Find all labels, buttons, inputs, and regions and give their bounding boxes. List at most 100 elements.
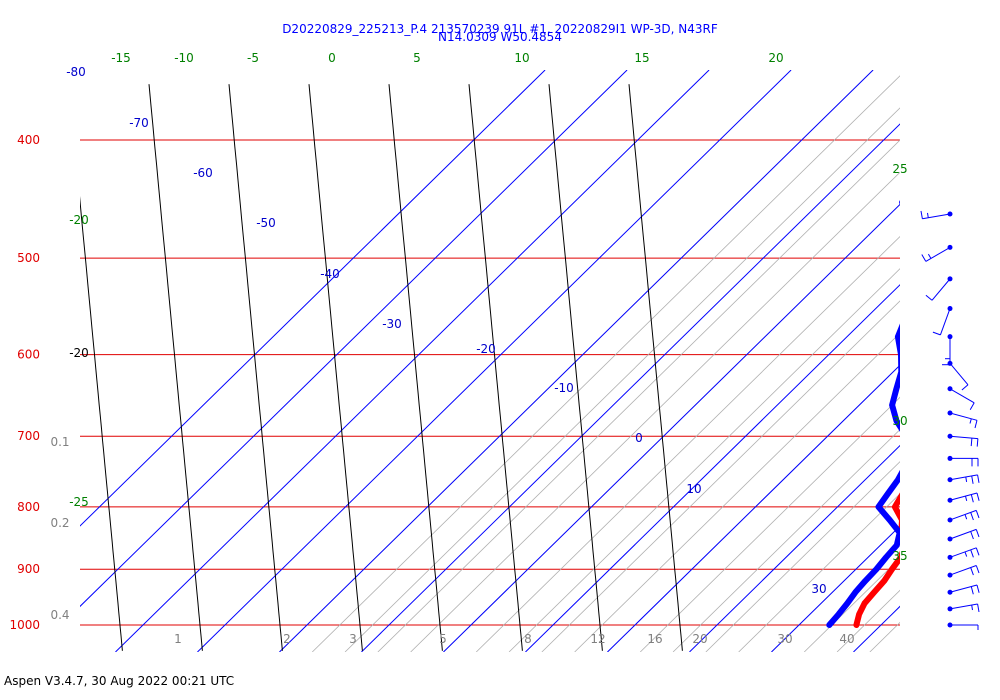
isotherm-line xyxy=(771,525,900,652)
temperature-profile-point xyxy=(926,449,930,453)
reference-diagonal xyxy=(869,621,900,652)
temperature-profile-point xyxy=(872,590,877,595)
isotherm-line xyxy=(361,123,900,652)
dewpoint-profile-point xyxy=(911,217,916,222)
bottom-mixing-label: 2 xyxy=(283,632,291,646)
wind-barb-feather xyxy=(970,586,974,595)
dewpoint-profile-point xyxy=(894,418,899,424)
isotherm-label: -50 xyxy=(256,216,276,230)
reference-diagonal xyxy=(607,364,900,652)
pressure-tick-label: 800 xyxy=(17,500,40,514)
isotherm-label: 0 xyxy=(635,431,643,445)
dewpoint-profile-point xyxy=(862,578,868,584)
bottom-mixing-label: 30 xyxy=(777,632,792,646)
dry-adiabat-line xyxy=(308,84,363,651)
bottom-mixing-label: 40 xyxy=(839,632,854,646)
wind-barb-feather xyxy=(977,603,980,612)
wind-barb-staff xyxy=(949,363,969,386)
right-green-label: 25 xyxy=(892,162,907,176)
wind-barb-feather xyxy=(975,547,980,556)
bottom-mixing-label: 8 xyxy=(524,632,532,646)
wind-barb-feather xyxy=(970,512,974,521)
dewpoint-profile-point xyxy=(844,600,850,606)
wind-barb-half-feather xyxy=(927,212,929,218)
isotherm-line xyxy=(935,70,1000,652)
reference-diagonal xyxy=(311,75,900,652)
dry-adiabat-line xyxy=(548,84,603,651)
wind-barb-feather xyxy=(975,529,980,538)
temperature-profile-point xyxy=(901,491,905,495)
wind-barb-feather xyxy=(970,549,974,558)
dry-adiabat-line xyxy=(228,84,283,651)
top-green-label: 15 xyxy=(634,51,649,65)
dewpoint-profile-point xyxy=(889,402,895,408)
wind-barb-staff xyxy=(922,213,951,220)
dewpoint-profile-point xyxy=(873,566,879,572)
wind-barb-staff xyxy=(949,435,978,440)
isotherm-line xyxy=(689,444,900,652)
isotherm-line xyxy=(115,70,710,652)
wind-barb-staff xyxy=(949,603,978,610)
reference-diagonal xyxy=(541,300,900,652)
wind-barb-feather xyxy=(970,531,974,540)
dewpoint-profile-point xyxy=(904,434,909,439)
reference-diagonal xyxy=(836,589,900,652)
dewpoint-profile-point xyxy=(920,229,925,234)
reference-diagonal xyxy=(738,493,900,652)
top-green-label: 0 xyxy=(328,51,336,65)
left-green-label: -20 xyxy=(69,213,89,227)
wind-barb-half-feather xyxy=(965,495,968,502)
wind-barb-feather xyxy=(970,567,974,576)
wind-barb-feather xyxy=(975,510,980,519)
right-green-label: 35 xyxy=(892,549,907,563)
wind-barb-staff xyxy=(949,474,978,481)
dewpoint-profile-point xyxy=(895,477,900,483)
wind-barb-feather xyxy=(976,492,980,501)
reference-diagonal xyxy=(574,332,900,652)
isotherm-label: -10 xyxy=(554,381,574,395)
isotherm-line xyxy=(525,284,900,652)
isotherm-label: 30 xyxy=(811,582,826,596)
wind-barb-feather xyxy=(971,475,974,484)
pressure-tick-label: 500 xyxy=(17,251,40,265)
bottom-mixing-label: 3 xyxy=(349,632,357,646)
mixing-ratio-label: 0.1 xyxy=(50,435,69,449)
plot-area xyxy=(80,70,1000,652)
temperature-profile-point xyxy=(898,555,900,560)
left-temperature-label: -20 xyxy=(69,346,89,360)
isotherm-label: -60 xyxy=(193,166,213,180)
dewpoint-profile-point xyxy=(921,240,926,245)
reference-diagonal xyxy=(443,203,900,652)
dewpoint-profile-point xyxy=(903,316,908,321)
isotherm-line xyxy=(197,70,792,652)
reference-diagonal xyxy=(672,428,900,652)
wind-barb-feather xyxy=(925,294,933,301)
reference-diagonal xyxy=(968,70,1000,652)
wind-barb-staff xyxy=(949,412,978,421)
bottom-mixing-label: 1 xyxy=(174,632,182,646)
reference-diagonal xyxy=(410,171,900,652)
dewpoint-profile-point xyxy=(883,554,889,560)
wind-barb-feather xyxy=(921,254,927,262)
isotherm-label: -40 xyxy=(320,267,340,281)
pressure-tick-label: 700 xyxy=(17,429,40,443)
mixing-ratio-label: 0.2 xyxy=(50,516,69,530)
reference-diagonal xyxy=(344,107,900,652)
isotherm-line xyxy=(443,203,900,652)
wind-barb-feather xyxy=(977,474,980,483)
wind-barb-half-feather xyxy=(964,551,968,557)
isotherm-line xyxy=(80,70,546,527)
isotherm-line xyxy=(80,70,628,608)
wind-barb-feather xyxy=(976,584,980,593)
bottom-mixing-label: 16 xyxy=(647,632,662,646)
pressure-tick-label: 600 xyxy=(17,348,40,362)
dewpoint-profile xyxy=(826,200,900,628)
wind-barb-feather xyxy=(970,494,974,503)
wind-barb-feather xyxy=(920,210,923,219)
isotherm-line xyxy=(853,605,900,652)
dewpoint-profile-point xyxy=(898,369,900,375)
isotherm-label: 10 xyxy=(686,482,701,496)
temperature-profile-point xyxy=(918,463,922,467)
dewpoint-profile-point xyxy=(898,352,900,357)
